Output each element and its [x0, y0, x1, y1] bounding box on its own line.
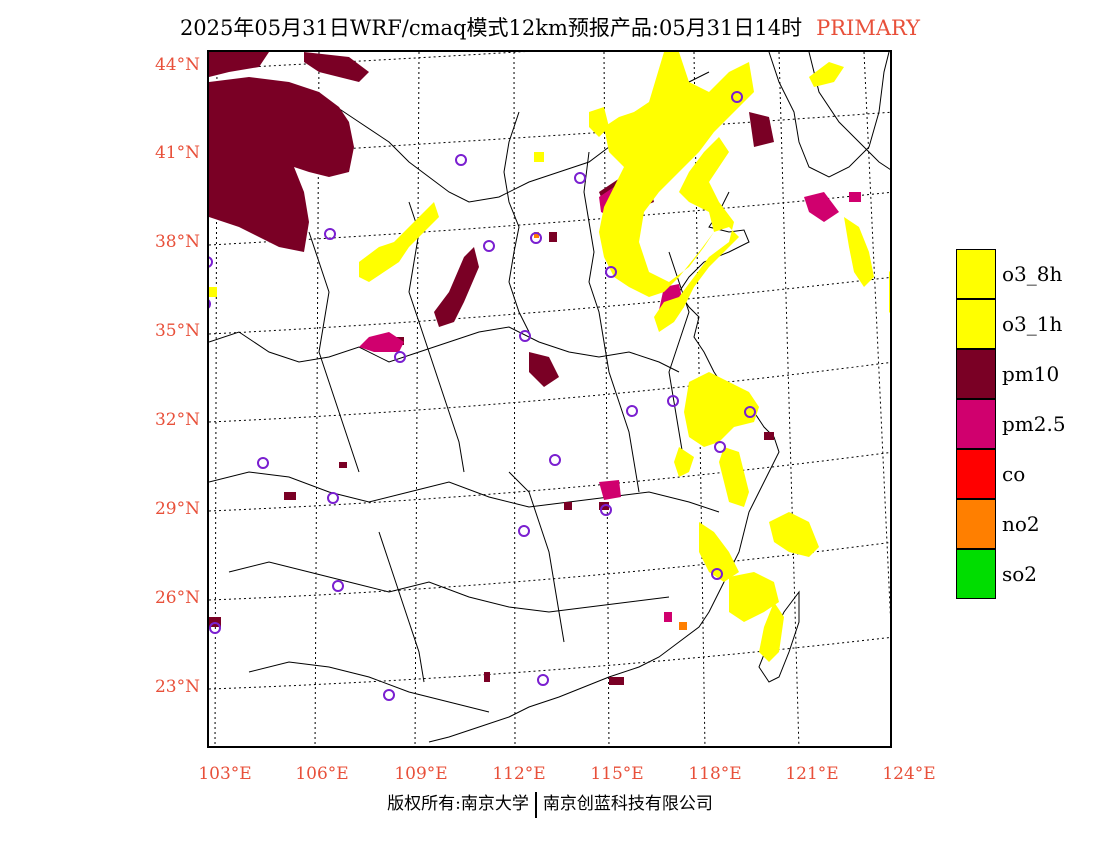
legend-label: o3_1h — [1002, 312, 1063, 336]
lat-label-29: 29°N — [154, 499, 200, 519]
lon-label-106: 106°E — [295, 764, 349, 784]
legend-item-co: co — [956, 449, 1096, 499]
station-markers — [209, 91, 756, 701]
lat-label-44: 44°N — [154, 55, 200, 75]
title-main: 2025年05月31日WRF/cmaq模式12km预报产品:05月31日14时 — [179, 16, 803, 40]
footer-separator — [534, 791, 537, 818]
legend-swatch — [956, 399, 996, 449]
legend-swatch — [956, 249, 996, 299]
legend-label: pm2.5 — [1002, 412, 1066, 436]
lat-label-41: 41°N — [154, 143, 200, 163]
legend-item-o3-1h: o3_1h — [956, 299, 1096, 349]
legend-swatch — [956, 549, 996, 599]
legend-swatch — [956, 299, 996, 349]
lon-label-118: 118°E — [688, 764, 742, 784]
lat-label-35: 35°N — [154, 321, 200, 341]
legend-swatch — [956, 499, 996, 549]
footer-left: 版权所有:南京大学 — [387, 794, 529, 814]
legend-label: co — [1002, 462, 1026, 486]
legend-label: no2 — [1002, 512, 1040, 536]
lat-label-23: 23°N — [154, 677, 200, 697]
legend-label: so2 — [1002, 562, 1038, 586]
legend-label: pm10 — [1002, 362, 1060, 386]
legend-label: o3_8h — [1002, 262, 1063, 286]
legend-item-no2: no2 — [956, 499, 1096, 549]
lat-label-32: 32°N — [154, 410, 200, 430]
legend-item-pm10: pm10 — [956, 349, 1096, 399]
lon-label-103: 103°E — [198, 764, 252, 784]
map-panel[interactable] — [207, 50, 892, 748]
legend-swatch — [956, 349, 996, 399]
lat-label-26: 26°N — [154, 588, 200, 608]
map-canvas — [209, 52, 890, 746]
o3-regions — [209, 52, 890, 662]
map-title: 2025年05月31日WRF/cmaq模式12km预报产品:05月31日14时 P… — [0, 12, 1100, 42]
lon-label-124: 124°E — [882, 764, 936, 784]
lat-label-38: 38°N — [154, 232, 200, 252]
legend-item-o3-8h: o3_8h — [956, 249, 1096, 299]
legend-swatch — [956, 449, 996, 499]
legend-item-pm25: pm2.5 — [956, 399, 1096, 449]
title-tag: PRIMARY — [816, 16, 921, 40]
lon-label-112: 112°E — [492, 764, 546, 784]
lon-label-121: 121°E — [785, 764, 839, 784]
no2-regions — [534, 232, 687, 630]
legend-item-so2: so2 — [956, 549, 1096, 599]
footer-right: 南京创蓝科技有限公司 — [542, 794, 713, 814]
lon-label-109: 109°E — [394, 764, 448, 784]
lon-label-115: 115°E — [590, 764, 644, 784]
copyright-footer: 版权所有:南京大学 南京创蓝科技有限公司 — [0, 789, 1100, 818]
